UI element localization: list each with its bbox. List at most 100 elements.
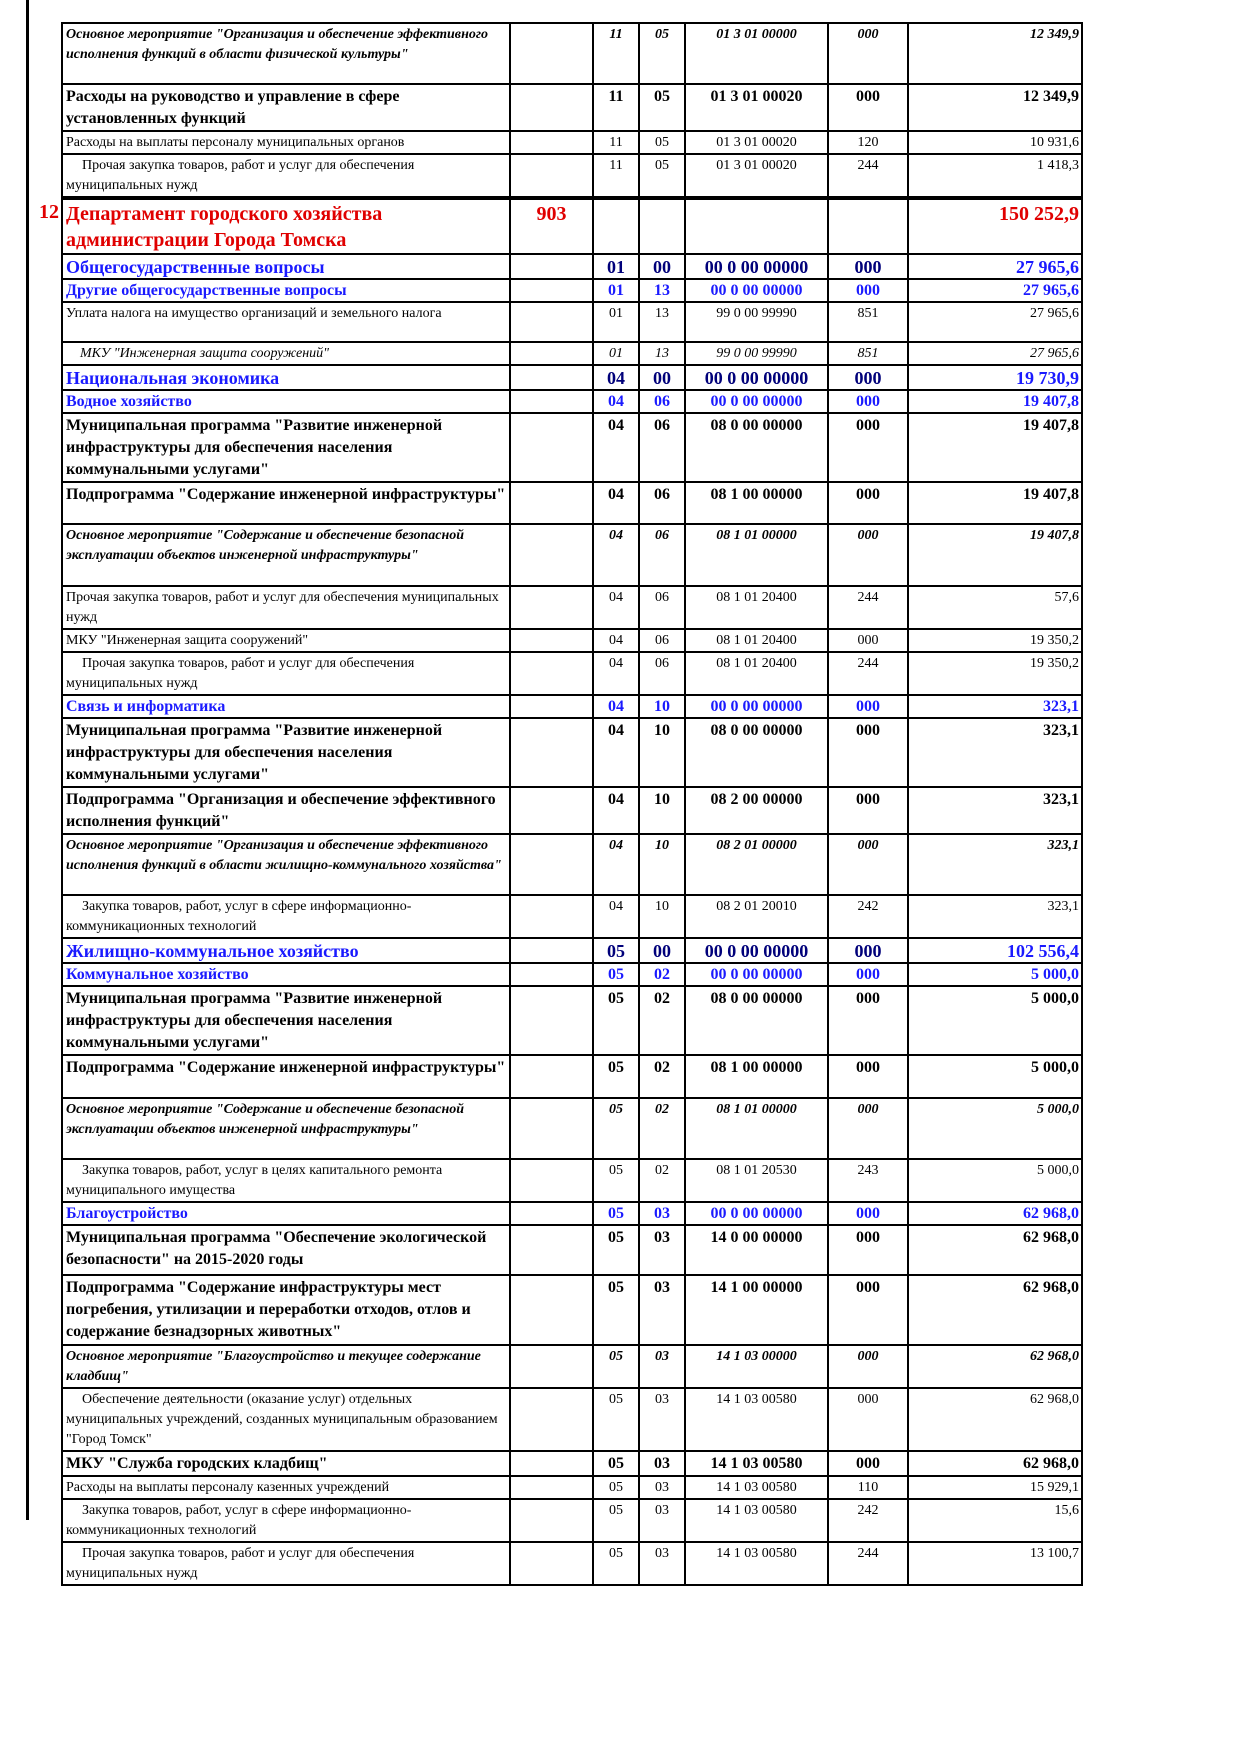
row-number: [28, 1451, 62, 1476]
section-code: 04: [592, 412, 640, 483]
expense-type-code: 244: [827, 1541, 909, 1586]
target-article-code: 08 1 00 00000: [684, 1054, 829, 1099]
section-code: 05: [592, 1054, 640, 1099]
table-row: Прочая закупка товаров, работ и услуг дл…: [28, 1541, 1083, 1586]
item-name: Подпрограмма "Организация и обеспечение …: [61, 786, 511, 835]
subsection-code: 10: [638, 717, 686, 788]
expense-type-code: 000: [827, 833, 909, 896]
item-name: Основное мероприятие "Организация и обес…: [61, 833, 511, 896]
table-row: Подпрограмма "Содержание инженерной инфр…: [28, 1054, 1083, 1099]
item-name: Уплата налога на имущество организаций и…: [61, 301, 511, 343]
subsection-code: 02: [638, 1054, 686, 1099]
table-row: Основное мероприятие "Содержание и обесп…: [28, 523, 1083, 587]
table-row: Расходы на выплаты персоналу казенных уч…: [28, 1475, 1083, 1500]
table-row: Закупка товаров, работ, услуг в сфере ин…: [28, 1498, 1083, 1543]
row-number: [28, 938, 62, 963]
target-article-code: 08 1 01 00000: [684, 1097, 829, 1160]
amount: 62 968,0: [907, 1344, 1083, 1389]
row-number: 12: [39, 201, 59, 223]
grbs-code: [509, 389, 594, 414]
expense-type-code: 243: [827, 1158, 909, 1203]
expense-type-code: 000: [827, 412, 909, 483]
grbs-code: [509, 985, 594, 1056]
expense-type-code: 000: [827, 1344, 909, 1389]
table-row: МКУ "Инженерная защита сооружений" 04 06 08…: [28, 628, 1083, 653]
expense-type-code: 120: [827, 130, 909, 155]
table-row: Подпрограмма "Содержание инфраструктуры …: [28, 1274, 1083, 1346]
section-code: 04: [592, 786, 640, 835]
row-number: [28, 986, 62, 1055]
target-article-code: 14 1 03 00580: [684, 1475, 829, 1500]
amount: 19 350,2: [907, 651, 1083, 696]
table-row: Основное мероприятие "Благоустройство и …: [28, 1344, 1083, 1389]
target-article-code: 01 3 01 00020: [684, 83, 829, 132]
subsection-code: 05: [638, 83, 686, 132]
amount: 1 418,3: [907, 153, 1083, 199]
amount: 62 968,0: [907, 1387, 1083, 1452]
section-code: 04: [592, 717, 640, 788]
row-number: [28, 1098, 62, 1159]
amount: 27 965,6: [907, 341, 1083, 366]
row-number: [28, 524, 62, 586]
subsection-code: 05: [638, 130, 686, 155]
item-name: Водное хозяйство: [61, 389, 511, 414]
grbs-code: [509, 1387, 594, 1452]
grbs-code: [509, 1541, 594, 1586]
section-code: 04: [592, 481, 640, 525]
expense-type-code: 000: [827, 83, 909, 132]
expense-type-code: 000: [827, 1450, 909, 1477]
amount: 15,6: [907, 1498, 1083, 1543]
amount: 5 000,0: [907, 1054, 1083, 1099]
item-name: Муниципальная программа "Обеспечение эко…: [61, 1224, 511, 1276]
target-article-code: 00 0 00 00000: [684, 1201, 829, 1226]
amount: 5 000,0: [907, 962, 1083, 987]
subsection-code: 06: [638, 628, 686, 653]
table-row: Связь и информатика 04 10 00 0 00 00000 000 3…: [28, 694, 1083, 719]
amount: 150 252,9: [907, 196, 1083, 255]
subsection-code: 06: [638, 481, 686, 525]
subsection-code: 02: [638, 962, 686, 987]
row-number: [28, 279, 62, 302]
section-code: 04: [592, 651, 640, 696]
target-article-code: 00 0 00 00000: [684, 389, 829, 414]
grbs-code: [509, 364, 594, 391]
table-row: Прочая закупка товаров, работ и услуг дл…: [28, 651, 1083, 696]
amount: 19 407,8: [907, 389, 1083, 414]
table-row: Муниципальная программа "Обеспечение эко…: [28, 1224, 1083, 1276]
expense-type-code: 000: [827, 694, 909, 719]
item-name: Закупка товаров, работ, услуг в целях ка…: [61, 1158, 511, 1203]
grbs-code: [509, 481, 594, 525]
target-article-code: 08 2 01 00000: [684, 833, 829, 896]
target-article-code: 14 1 03 00000: [684, 1344, 829, 1389]
amount: 5 000,0: [907, 1097, 1083, 1160]
section-code: 05: [592, 1158, 640, 1203]
row-number: [28, 390, 62, 413]
row-number: [28, 834, 62, 895]
subsection-code: 06: [638, 389, 686, 414]
target-article-code: [684, 196, 829, 255]
amount: 62 968,0: [907, 1201, 1083, 1226]
target-article-code: 14 1 03 00580: [684, 1498, 829, 1543]
section-code: 05: [592, 1450, 640, 1477]
table-row: Коммунальное хозяйство 05 02 00 0 00 00000 0…: [28, 962, 1083, 987]
row-number: [28, 718, 62, 787]
amount: 10 931,6: [907, 130, 1083, 155]
item-name: Расходы на выплаты персоналу муниципальн…: [61, 130, 511, 155]
grbs-code: [509, 962, 594, 987]
grbs-code: [509, 694, 594, 719]
target-article-code: 08 2 00 00000: [684, 786, 829, 835]
target-article-code: 08 1 01 00000: [684, 523, 829, 587]
section-code: 01: [592, 341, 640, 366]
expense-type-code: 242: [827, 894, 909, 939]
expense-type-code: 000: [827, 717, 909, 788]
item-name: Прочая закупка товаров, работ и услуг дл…: [61, 585, 511, 630]
target-article-code: 00 0 00 00000: [684, 937, 829, 964]
grbs-code: [509, 301, 594, 343]
target-article-code: 08 1 01 20530: [684, 1158, 829, 1203]
expense-type-code: 000: [827, 937, 909, 964]
section-code: [592, 196, 640, 255]
grbs-code: [509, 585, 594, 630]
item-name: МКУ "Инженерная защита сооружений": [61, 628, 511, 653]
table-row: Благоустройство 05 03 00 0 00 00000 000 62 96…: [28, 1201, 1083, 1226]
amount: 5 000,0: [907, 985, 1083, 1056]
